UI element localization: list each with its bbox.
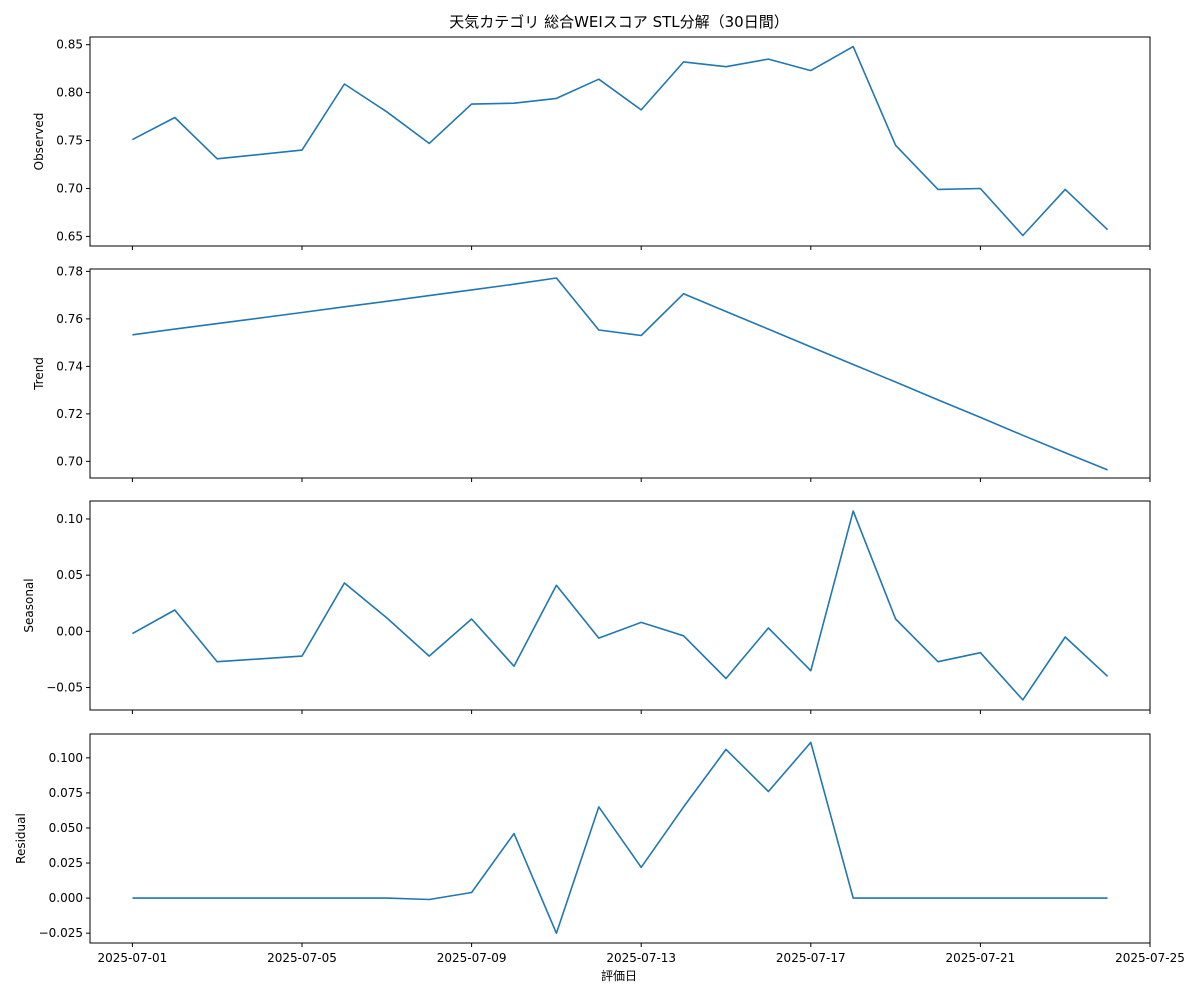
trend-y-tick-label: 0.74 <box>56 359 83 373</box>
x-tick-label: 2025-07-21 <box>946 951 1016 965</box>
observed-y-tick-label: 0.65 <box>56 229 83 243</box>
x-tick-label: 2025-07-01 <box>98 951 168 965</box>
residual-y-tick-label: 0.050 <box>49 821 83 835</box>
residual-axes-frame <box>90 734 1150 943</box>
panel-trend: 0.70 0.72 0.74 0.76 0.78 Trend <box>32 264 1150 482</box>
residual-y-tick-label: 0.075 <box>49 786 83 800</box>
trend-y-tick-label: 0.72 <box>56 407 83 421</box>
trend-y-tick-label: 0.76 <box>56 312 83 326</box>
trend-y-tick-label: 0.78 <box>56 264 83 278</box>
observed-y-tick-label: 0.80 <box>56 86 83 100</box>
seasonal-y-axis-label: Seasonal <box>22 578 36 632</box>
panel-seasonal: −0.05 0.00 0.05 0.10 Seasonal <box>22 501 1150 714</box>
residual-series-line <box>132 742 1107 933</box>
chart-title: 天気カテゴリ 総合WEIスコア STL分解（30日間） <box>449 13 788 31</box>
panel-observed: 0.65 0.70 0.75 0.80 0.85 Observed <box>32 37 1150 250</box>
observed-y-tick-label: 0.70 <box>56 181 83 195</box>
x-tick-label: 2025-07-13 <box>606 951 676 965</box>
seasonal-y-tick-label: 0.10 <box>56 512 83 526</box>
residual-y-tick-label: 0.025 <box>49 856 83 870</box>
observed-y-axis-label: Observed <box>32 113 46 171</box>
trend-y-axis-label: Trend <box>32 357 46 391</box>
trend-axes-frame <box>90 269 1150 478</box>
x-tick-label: 2025-07-17 <box>776 951 846 965</box>
x-tick-label: 2025-07-05 <box>267 951 337 965</box>
residual-y-tick-label: −0.025 <box>39 926 83 940</box>
panel-residual: −0.025 0.000 0.025 0.050 0.075 0.100 2025-07-0… <box>14 734 1185 965</box>
seasonal-axes-frame <box>90 501 1150 710</box>
observed-series-line <box>132 47 1107 236</box>
trend-series-line <box>132 278 1107 470</box>
residual-y-tick-label: 0.000 <box>49 891 83 905</box>
x-tick-label: 2025-07-25 <box>1115 951 1185 965</box>
trend-y-tick-label: 0.70 <box>56 454 83 468</box>
residual-y-axis-label: Residual <box>14 813 28 864</box>
seasonal-y-tick-label: 0.00 <box>56 624 83 638</box>
observed-axes-frame <box>90 37 1150 246</box>
seasonal-y-tick-label: −0.05 <box>46 681 83 695</box>
seasonal-y-tick-label: 0.05 <box>56 568 83 582</box>
seasonal-series-line <box>132 511 1107 700</box>
x-tick-label: 2025-07-09 <box>437 951 507 965</box>
residual-y-tick-label: 0.100 <box>49 751 83 765</box>
observed-y-tick-label: 0.85 <box>56 38 83 52</box>
observed-y-tick-label: 0.75 <box>56 134 83 148</box>
x-axis-label: 評価日 <box>601 968 637 983</box>
